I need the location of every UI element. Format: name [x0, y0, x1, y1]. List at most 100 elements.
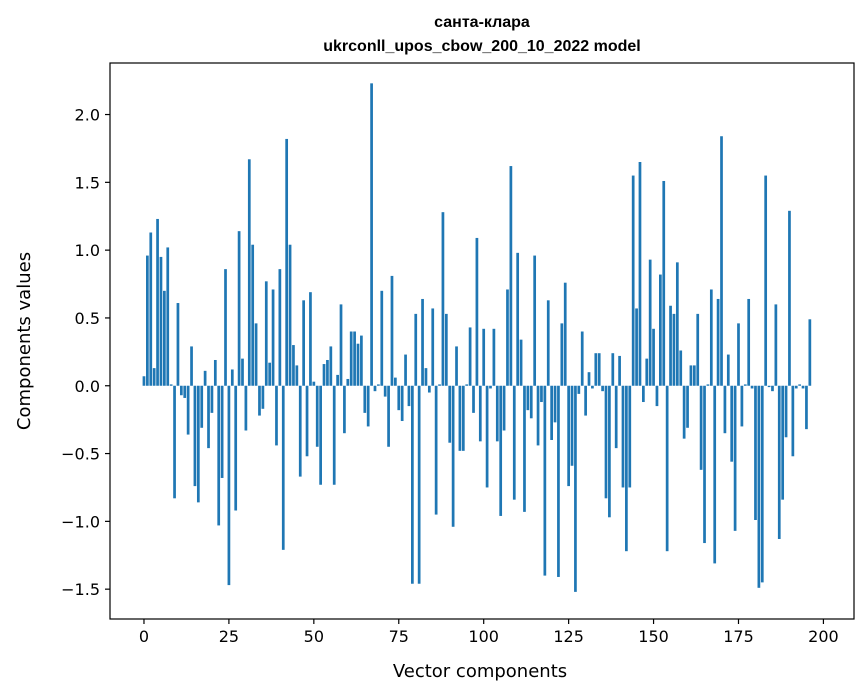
x-tick-label: 25 [219, 627, 239, 646]
bar-component-55 [329, 346, 333, 386]
bar-component-194 [801, 385, 805, 389]
chart-title-line-1: санта-клара [434, 14, 530, 31]
bar-component-138 [611, 353, 615, 386]
bar-component-47 [302, 300, 305, 386]
y-tick-label: 0.5 [75, 309, 100, 328]
bar-component-43 [288, 244, 292, 386]
bar-component-140 [618, 355, 621, 386]
bar-component-131 [587, 372, 591, 386]
bar-component-172 [726, 354, 730, 386]
bar-component-123 [560, 323, 564, 386]
bar-component-114 [529, 385, 533, 419]
bar-component-120 [550, 385, 553, 440]
bar-component-1 [146, 255, 149, 386]
bar-component-128 [577, 385, 581, 394]
bar-component-18 [203, 370, 207, 386]
bar-component-9 [173, 385, 176, 499]
bar-component-45 [295, 365, 299, 386]
y-tick-label: −0.5 [61, 445, 100, 464]
bar-component-90 [448, 385, 452, 443]
bar-component-64 [360, 335, 363, 386]
bar-component-31 [247, 159, 251, 386]
y-tick-label: −1.0 [61, 512, 100, 531]
bar-component-98 [475, 237, 479, 386]
bar-component-150 [652, 328, 655, 386]
bar-component-103 [492, 328, 496, 386]
bar-component-173 [730, 385, 734, 462]
bar-component-75 [397, 385, 401, 411]
bar-component-125 [567, 385, 570, 487]
bar-component-78 [407, 385, 411, 407]
bar-component-127 [574, 385, 577, 592]
bar-component-108 [509, 166, 513, 386]
bar-component-29 [241, 358, 244, 386]
bar-component-49 [309, 292, 312, 386]
bar-component-60 [346, 378, 350, 386]
bar-component-36 [264, 281, 268, 386]
bar-component-159 [682, 385, 686, 439]
bar-component-164 [699, 385, 703, 470]
bar-component-177 [743, 384, 747, 386]
bar-component-192 [794, 385, 798, 389]
bar-component-39 [275, 385, 278, 446]
bar-component-33 [254, 323, 258, 386]
bar-component-187 [777, 385, 781, 539]
bar-component-148 [645, 358, 649, 386]
bar-component-168 [713, 385, 717, 564]
bar-component-69 [377, 384, 380, 386]
bar-component-89 [444, 313, 448, 386]
bar-component-59 [343, 385, 346, 434]
y-tick-label: 0.0 [75, 377, 100, 396]
bar-component-195 [805, 385, 808, 430]
bar-component-95 [465, 384, 469, 386]
bar-component-182 [760, 385, 764, 583]
bar-component-115 [533, 255, 537, 386]
bar-component-124 [563, 282, 567, 386]
bar-component-5 [159, 256, 163, 386]
y-tick-label: 1.5 [75, 173, 100, 192]
bar-component-61 [349, 331, 353, 386]
bar-component-174 [733, 385, 737, 531]
bar-component-111 [519, 339, 523, 386]
bar-component-68 [373, 385, 377, 392]
bar-component-191 [791, 385, 795, 457]
x-tick-label: 0 [139, 627, 149, 646]
bar-component-35 [261, 385, 265, 409]
bar-component-65 [363, 385, 367, 413]
bar-component-8 [169, 384, 173, 386]
bar-component-71 [383, 385, 387, 397]
bar-component-94 [461, 385, 465, 451]
bar-component-147 [642, 385, 645, 403]
bar-component-104 [495, 385, 499, 442]
bar-component-25 [227, 385, 231, 586]
bar-component-133 [594, 353, 598, 386]
bar-component-135 [601, 385, 604, 392]
bar-component-169 [716, 298, 720, 386]
bar-component-92 [455, 346, 458, 386]
bars-group [142, 83, 812, 592]
bar-component-112 [523, 385, 526, 512]
bar-component-149 [648, 259, 652, 386]
bar-component-190 [788, 210, 791, 386]
bar-component-160 [686, 385, 689, 428]
bar-component-73 [390, 275, 394, 386]
bar-component-141 [621, 385, 625, 488]
bar-component-41 [281, 385, 285, 550]
bar-component-101 [485, 385, 489, 488]
bar-component-189 [784, 385, 788, 438]
bar-component-136 [604, 385, 608, 499]
x-tick-label: 150 [638, 627, 669, 646]
x-tick-label: 175 [723, 627, 754, 646]
bar-component-79 [411, 385, 414, 584]
bar-component-99 [478, 385, 482, 442]
bar-component-134 [597, 353, 601, 386]
bar-component-3 [152, 368, 156, 386]
bar-component-74 [394, 377, 397, 386]
bar-component-157 [675, 262, 679, 386]
bar-component-121 [553, 385, 557, 423]
bar-component-184 [767, 385, 771, 388]
bar-component-126 [570, 385, 574, 466]
bar-component-96 [468, 327, 472, 386]
bar-component-66 [366, 385, 370, 427]
bar-component-0 [142, 376, 146, 386]
